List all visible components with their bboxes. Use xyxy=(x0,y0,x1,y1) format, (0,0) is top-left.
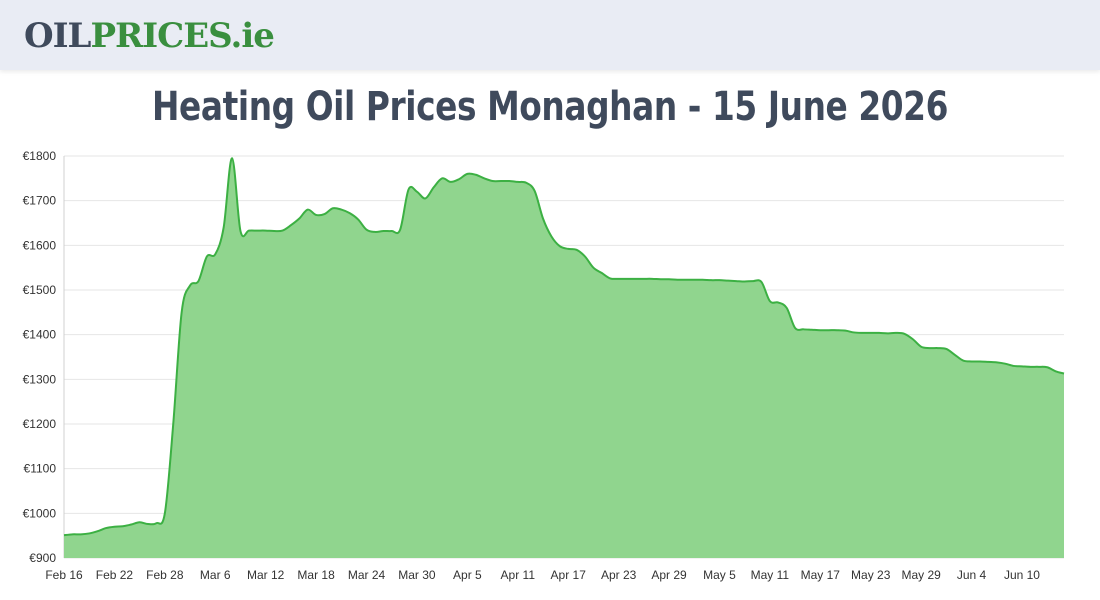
x-tick-label: Feb 22 xyxy=(96,568,134,582)
x-tick-label: Jun 4 xyxy=(957,568,987,582)
x-tick-label: Apr 23 xyxy=(601,568,637,582)
x-tick-label: Apr 11 xyxy=(501,568,536,582)
y-tick-label: €1400 xyxy=(23,328,57,342)
x-tick-label: May 29 xyxy=(901,568,941,582)
x-tick-label: Mar 24 xyxy=(348,568,386,582)
price-series-line xyxy=(63,157,1065,537)
x-tick-label: Feb 28 xyxy=(146,568,184,582)
y-tick-label: €1300 xyxy=(23,372,57,386)
logo-part-tld: .ie xyxy=(230,16,274,56)
x-tick-label: Mar 18 xyxy=(297,568,335,582)
site-header: OILPRICES.ie xyxy=(0,0,1100,70)
site-logo[interactable]: OILPRICES.ie xyxy=(24,14,275,58)
x-tick-label: Mar 6 xyxy=(200,568,231,582)
x-tick-label: Jun 10 xyxy=(1004,568,1040,582)
y-tick-label: €1600 xyxy=(23,238,57,252)
logo-part-prices: PRICES xyxy=(90,16,231,56)
y-tick-label: €1000 xyxy=(23,506,57,520)
y-tick-label: €900 xyxy=(29,551,56,565)
x-tick-label: Feb 16 xyxy=(45,568,83,582)
x-tick-label: May 11 xyxy=(751,568,790,582)
y-tick-label: €1500 xyxy=(23,283,57,297)
x-tick-label: Apr 5 xyxy=(453,568,482,582)
page-title: Heating Oil Prices Monaghan - 15 June 20… xyxy=(151,84,949,130)
x-tick-label: May 5 xyxy=(703,568,736,582)
x-tick-label: Apr 17 xyxy=(551,568,587,582)
y-tick-label: €1800 xyxy=(23,149,57,163)
x-axis-ticks: Feb 16 Feb 22 Feb 28 Mar 6 Mar 12 Mar 18 Mar 2… xyxy=(45,568,1040,582)
x-tick-label: May 17 xyxy=(801,568,841,582)
y-tick-label: €1200 xyxy=(23,417,57,431)
price-area-fill xyxy=(64,158,1064,559)
x-tick-label: Apr 29 xyxy=(651,568,687,582)
y-axis-ticks: €900 €1000 €1100 €1200 €1300 €1400 €1500 €1600 €… xyxy=(23,149,57,565)
y-tick-label: €1100 xyxy=(24,462,57,476)
x-tick-label: Mar 12 xyxy=(247,568,285,582)
y-tick-label: €1700 xyxy=(23,194,57,208)
x-tick-label: Mar 30 xyxy=(398,568,436,582)
x-tick-label: May 23 xyxy=(851,568,891,582)
price-area-chart: €900 €1000 €1100 €1200 €1300 €1400 €1500 €1600 €… xyxy=(23,149,1065,582)
logo-part-oil: OIL xyxy=(24,16,91,56)
